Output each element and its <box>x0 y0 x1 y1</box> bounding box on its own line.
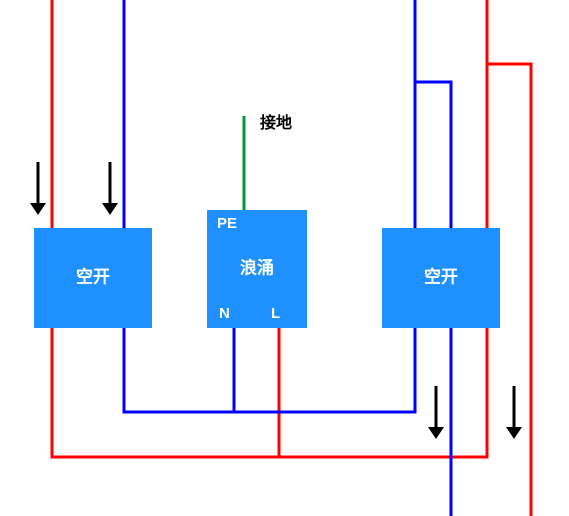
terminal-label-l: L <box>271 305 280 322</box>
box-surge: 浪涌 PE N L <box>207 210 307 328</box>
arrow-head-icon <box>428 427 444 439</box>
wire-neutral <box>234 328 415 412</box>
box-breaker_right: 空开 <box>382 228 500 328</box>
wire-neutral <box>124 328 234 412</box>
ground-label: 接地 <box>260 113 292 132</box>
terminal-label-n: N <box>219 305 230 322</box>
wire-live <box>279 328 487 457</box>
arrow-down-1 <box>102 162 118 215</box>
box-breaker_right-label: 空开 <box>424 266 458 286</box>
box-breaker_left: 空开 <box>34 228 152 328</box>
arrow-head-icon <box>506 427 522 439</box>
wire-live <box>52 328 279 457</box>
arrow-down-3 <box>506 386 522 439</box>
arrow-down-2 <box>428 386 444 439</box>
arrow-down-0 <box>30 162 46 215</box>
terminal-label-pe: PE <box>217 215 237 232</box>
box-surge-label: 浪涌 <box>240 257 274 277</box>
arrow-head-icon <box>30 203 46 215</box>
box-breaker_left-label: 空开 <box>76 266 110 286</box>
arrow-head-icon <box>102 203 118 215</box>
boxes-layer: 空开 浪涌 PE N L 空开 <box>34 210 500 328</box>
